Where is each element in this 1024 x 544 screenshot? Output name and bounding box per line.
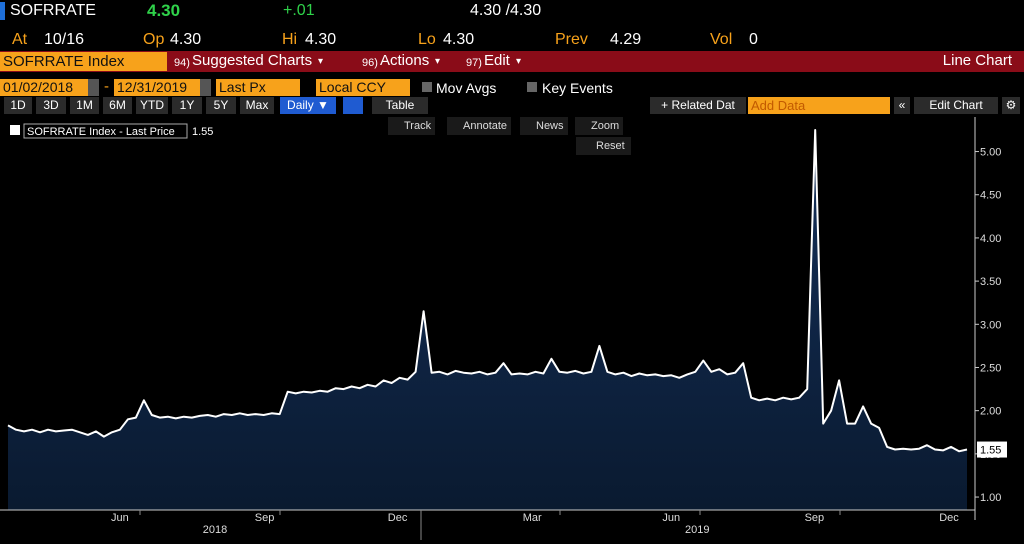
x-tick-label: Sep xyxy=(805,512,825,524)
last-value-label: 1.55 xyxy=(980,445,1001,457)
view-name: Line Chart xyxy=(942,52,1012,69)
dropdown-arrow[interactable]: ▾ xyxy=(435,56,441,67)
stat-value: 0 xyxy=(749,31,758,48)
period-button[interactable]: 1M xyxy=(70,97,99,114)
menu-item[interactable]: Suggested Charts xyxy=(192,52,313,69)
end-date[interactable]: 12/31/2019 xyxy=(114,79,200,96)
chart: SOFRRATE Index - Last Price 1.55 1.00 1.5… xyxy=(0,117,1007,540)
period-button[interactable]: 1D xyxy=(4,97,32,114)
menu-number[interactable]: 94) xyxy=(174,57,190,69)
chart-tool[interactable]: Annotate xyxy=(447,117,512,135)
menu-bar xyxy=(0,51,1024,72)
y-tick-label: 5.00 xyxy=(980,147,1001,159)
edit-chart[interactable]: Edit Chart xyxy=(914,97,998,114)
legend-checkbox[interactable] xyxy=(10,125,20,135)
x-tick-label: Dec xyxy=(388,512,408,524)
mov-avgs[interactable]: Mov Avgs xyxy=(436,80,497,96)
related-data[interactable]: + Related Dat xyxy=(650,97,746,114)
y-tick-label: 2.50 xyxy=(980,362,1001,374)
stat-value: 4.29 xyxy=(610,31,642,48)
period-button[interactable]: 5Y xyxy=(206,97,236,114)
year-label: 2018 xyxy=(203,524,227,536)
year-label: 2019 xyxy=(685,524,709,536)
line xyxy=(7,129,968,453)
stat-label: Hi xyxy=(282,31,298,48)
legend-value: 1.55 xyxy=(192,126,213,138)
chart-tool[interactable]: Track xyxy=(388,117,436,135)
security-field[interactable]: SOFRRATE Index xyxy=(0,52,167,71)
menu-item[interactable]: Actions xyxy=(380,52,430,69)
y-tick-label: 4.50 xyxy=(980,190,1001,202)
y-tick-label: 4.00 xyxy=(980,233,1001,245)
ticker-marker xyxy=(0,2,5,20)
chart-tool[interactable]: Zoom xyxy=(575,117,624,135)
stat-label: Prev xyxy=(555,31,588,48)
chart-type-icon[interactable] xyxy=(343,97,363,114)
dropdown-arrow[interactable]: ▾ xyxy=(318,56,324,67)
settings-icon[interactable]: ⚙ xyxy=(1002,97,1020,114)
area xyxy=(7,130,968,510)
calendar-icon[interactable] xyxy=(200,79,211,96)
bid-ask: 4.30 /4.30 xyxy=(470,2,542,19)
x-tick-label: Jun xyxy=(111,512,129,524)
period-button[interactable]: 1Y xyxy=(172,97,202,114)
x-tick-label: Jun xyxy=(662,512,680,524)
stat-value: 10/16 xyxy=(44,31,85,48)
menu-number[interactable]: 97) xyxy=(466,57,482,69)
checkbox[interactable] xyxy=(422,82,432,92)
menu-number[interactable]: 96) xyxy=(362,57,378,69)
dropdown-arrow[interactable]: ▾ xyxy=(516,56,522,67)
y-tick-label: 3.00 xyxy=(980,319,1001,331)
legend-label: SOFRRATE Index - Last Price xyxy=(27,126,175,138)
stat-value: 4.30 xyxy=(443,31,475,48)
ticker: SOFRRATE xyxy=(10,2,96,19)
chart-tool[interactable]: News xyxy=(520,117,568,135)
table-button[interactable]: Table xyxy=(372,97,428,114)
add-data[interactable]: Add Data xyxy=(748,97,890,114)
stat-label: Vol xyxy=(710,31,733,48)
x-tick-label: Dec xyxy=(939,512,959,524)
period-button[interactable]: Max xyxy=(240,97,274,114)
stat-value: 4.30 xyxy=(305,31,337,48)
period-button[interactable]: 3D xyxy=(36,97,66,114)
x-tick-label: Mar xyxy=(523,512,542,524)
frequency[interactable]: Daily ▼ xyxy=(280,97,336,114)
checkbox[interactable] xyxy=(527,82,537,92)
start-date[interactable]: 01/02/2018 xyxy=(0,79,88,96)
stat-label: Op xyxy=(143,31,165,48)
y-tick-label: 1.00 xyxy=(980,492,1001,504)
change: +.01 xyxy=(283,2,315,19)
stat-label: Lo xyxy=(418,31,436,48)
y-tick-label: 2.00 xyxy=(980,406,1001,418)
last-price: 4.30 xyxy=(147,1,181,20)
field-select[interactable]: Last Px xyxy=(216,79,300,96)
date-separator: - xyxy=(104,78,109,95)
y-tick-label: 3.50 xyxy=(980,276,1001,288)
menu-item[interactable]: Edit xyxy=(484,52,510,69)
x-tick-label: Sep xyxy=(255,512,275,524)
legend-frame xyxy=(23,123,188,139)
stat-label: At xyxy=(12,31,28,48)
collapse-icon[interactable]: « xyxy=(894,97,910,114)
period-button[interactable]: 6M xyxy=(103,97,132,114)
last-value-box xyxy=(977,441,1007,458)
currency-select[interactable]: Local CCY xyxy=(316,79,410,96)
stat-value: 4.30 xyxy=(170,31,202,48)
period-button[interactable]: YTD xyxy=(136,97,168,114)
calendar-icon[interactable] xyxy=(88,79,99,96)
reset-button[interactable]: Reset xyxy=(576,137,631,155)
key-events[interactable]: Key Events xyxy=(542,80,613,96)
